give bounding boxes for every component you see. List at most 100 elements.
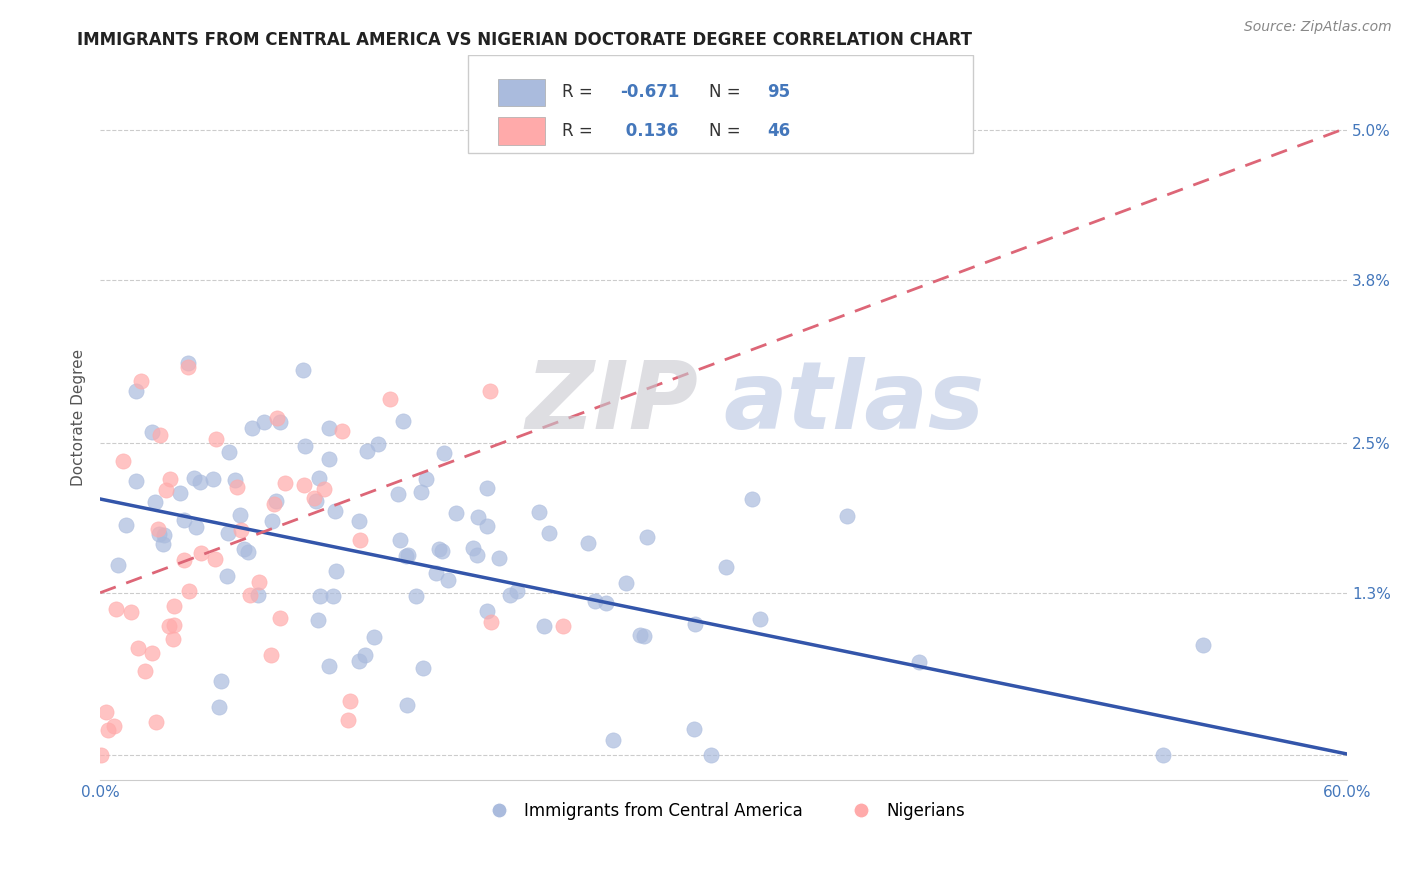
Point	[318, 452, 340, 467]
Point	[218, 445, 240, 459]
Point	[837, 508, 859, 523]
Point	[236, 545, 259, 559]
Point	[159, 472, 181, 486]
Point	[425, 566, 447, 581]
Point	[201, 472, 224, 486]
Point	[247, 574, 270, 589]
Text: N =: N =	[709, 122, 745, 140]
Point	[217, 526, 239, 541]
Point	[190, 546, 212, 560]
Point	[475, 481, 498, 495]
Point	[583, 594, 606, 608]
Point	[177, 584, 200, 599]
Point	[467, 510, 489, 524]
Point	[97, 723, 120, 737]
Point	[314, 482, 336, 496]
Point	[263, 497, 285, 511]
Point	[269, 415, 291, 429]
Point	[305, 494, 328, 508]
Point	[127, 641, 149, 656]
Point	[630, 628, 652, 642]
Point	[318, 658, 340, 673]
Point	[173, 553, 195, 567]
Point	[308, 471, 330, 485]
Point	[433, 446, 456, 460]
Point	[231, 523, 253, 537]
Text: Source: ZipAtlas.com: Source: ZipAtlas.com	[1244, 20, 1392, 34]
Point	[240, 421, 263, 435]
Point	[153, 528, 176, 542]
Point	[90, 748, 112, 763]
Point	[749, 612, 772, 626]
Point	[294, 439, 316, 453]
Point	[430, 543, 453, 558]
Point	[576, 536, 599, 550]
Point	[330, 424, 353, 438]
Point	[146, 522, 169, 536]
Legend: Immigrants from Central America, Nigerians: Immigrants from Central America, Nigeria…	[475, 795, 972, 826]
Point	[229, 508, 252, 523]
Point	[111, 454, 134, 468]
Point	[395, 549, 418, 564]
Text: N =: N =	[709, 84, 745, 102]
Point	[396, 549, 419, 563]
Point	[114, 518, 136, 533]
Point	[217, 569, 239, 583]
Point	[405, 589, 427, 603]
Point	[387, 487, 409, 501]
Point	[499, 588, 522, 602]
Point	[325, 564, 347, 578]
Point	[392, 415, 415, 429]
Point	[148, 526, 170, 541]
Point	[307, 613, 329, 627]
Point	[120, 605, 142, 619]
Point	[103, 719, 125, 733]
Bar	[498, 117, 546, 145]
Point	[1152, 748, 1174, 763]
Point	[157, 619, 180, 633]
Point	[527, 505, 550, 519]
Point	[260, 648, 283, 662]
Point	[163, 599, 186, 613]
Point	[444, 506, 467, 520]
Text: IMMIGRANTS FROM CENTRAL AMERICA VS NIGERIAN DOCTORATE DEGREE CORRELATION CHART: IMMIGRANTS FROM CENTRAL AMERICA VS NIGER…	[77, 31, 973, 49]
Point	[260, 514, 283, 528]
Point	[273, 476, 295, 491]
Text: 95: 95	[768, 84, 790, 102]
Point	[349, 533, 371, 547]
Point	[347, 515, 370, 529]
Point	[253, 415, 276, 429]
Point	[292, 477, 315, 491]
Point	[141, 425, 163, 439]
Point	[204, 551, 226, 566]
Point	[141, 647, 163, 661]
Point	[173, 513, 195, 527]
Point	[356, 444, 378, 458]
Point	[247, 588, 270, 602]
Text: 0.136: 0.136	[620, 122, 679, 140]
Point	[477, 518, 499, 533]
Point	[94, 705, 117, 719]
Point	[238, 588, 260, 602]
Point	[104, 602, 127, 616]
Point	[266, 411, 288, 425]
Text: R =: R =	[561, 122, 598, 140]
Point	[595, 596, 617, 610]
Point	[741, 492, 763, 507]
Point	[411, 484, 433, 499]
Point	[685, 617, 707, 632]
Text: ZIP: ZIP	[526, 357, 699, 450]
Point	[309, 590, 332, 604]
Point	[134, 664, 156, 678]
Point	[339, 694, 361, 708]
Point	[188, 475, 211, 490]
Point	[347, 654, 370, 668]
Text: 46: 46	[768, 122, 790, 140]
Point	[699, 748, 721, 763]
Point	[553, 619, 575, 633]
Point	[354, 648, 377, 662]
Point	[533, 618, 555, 632]
Point	[436, 573, 458, 587]
Point	[208, 700, 231, 714]
Point	[209, 673, 232, 688]
